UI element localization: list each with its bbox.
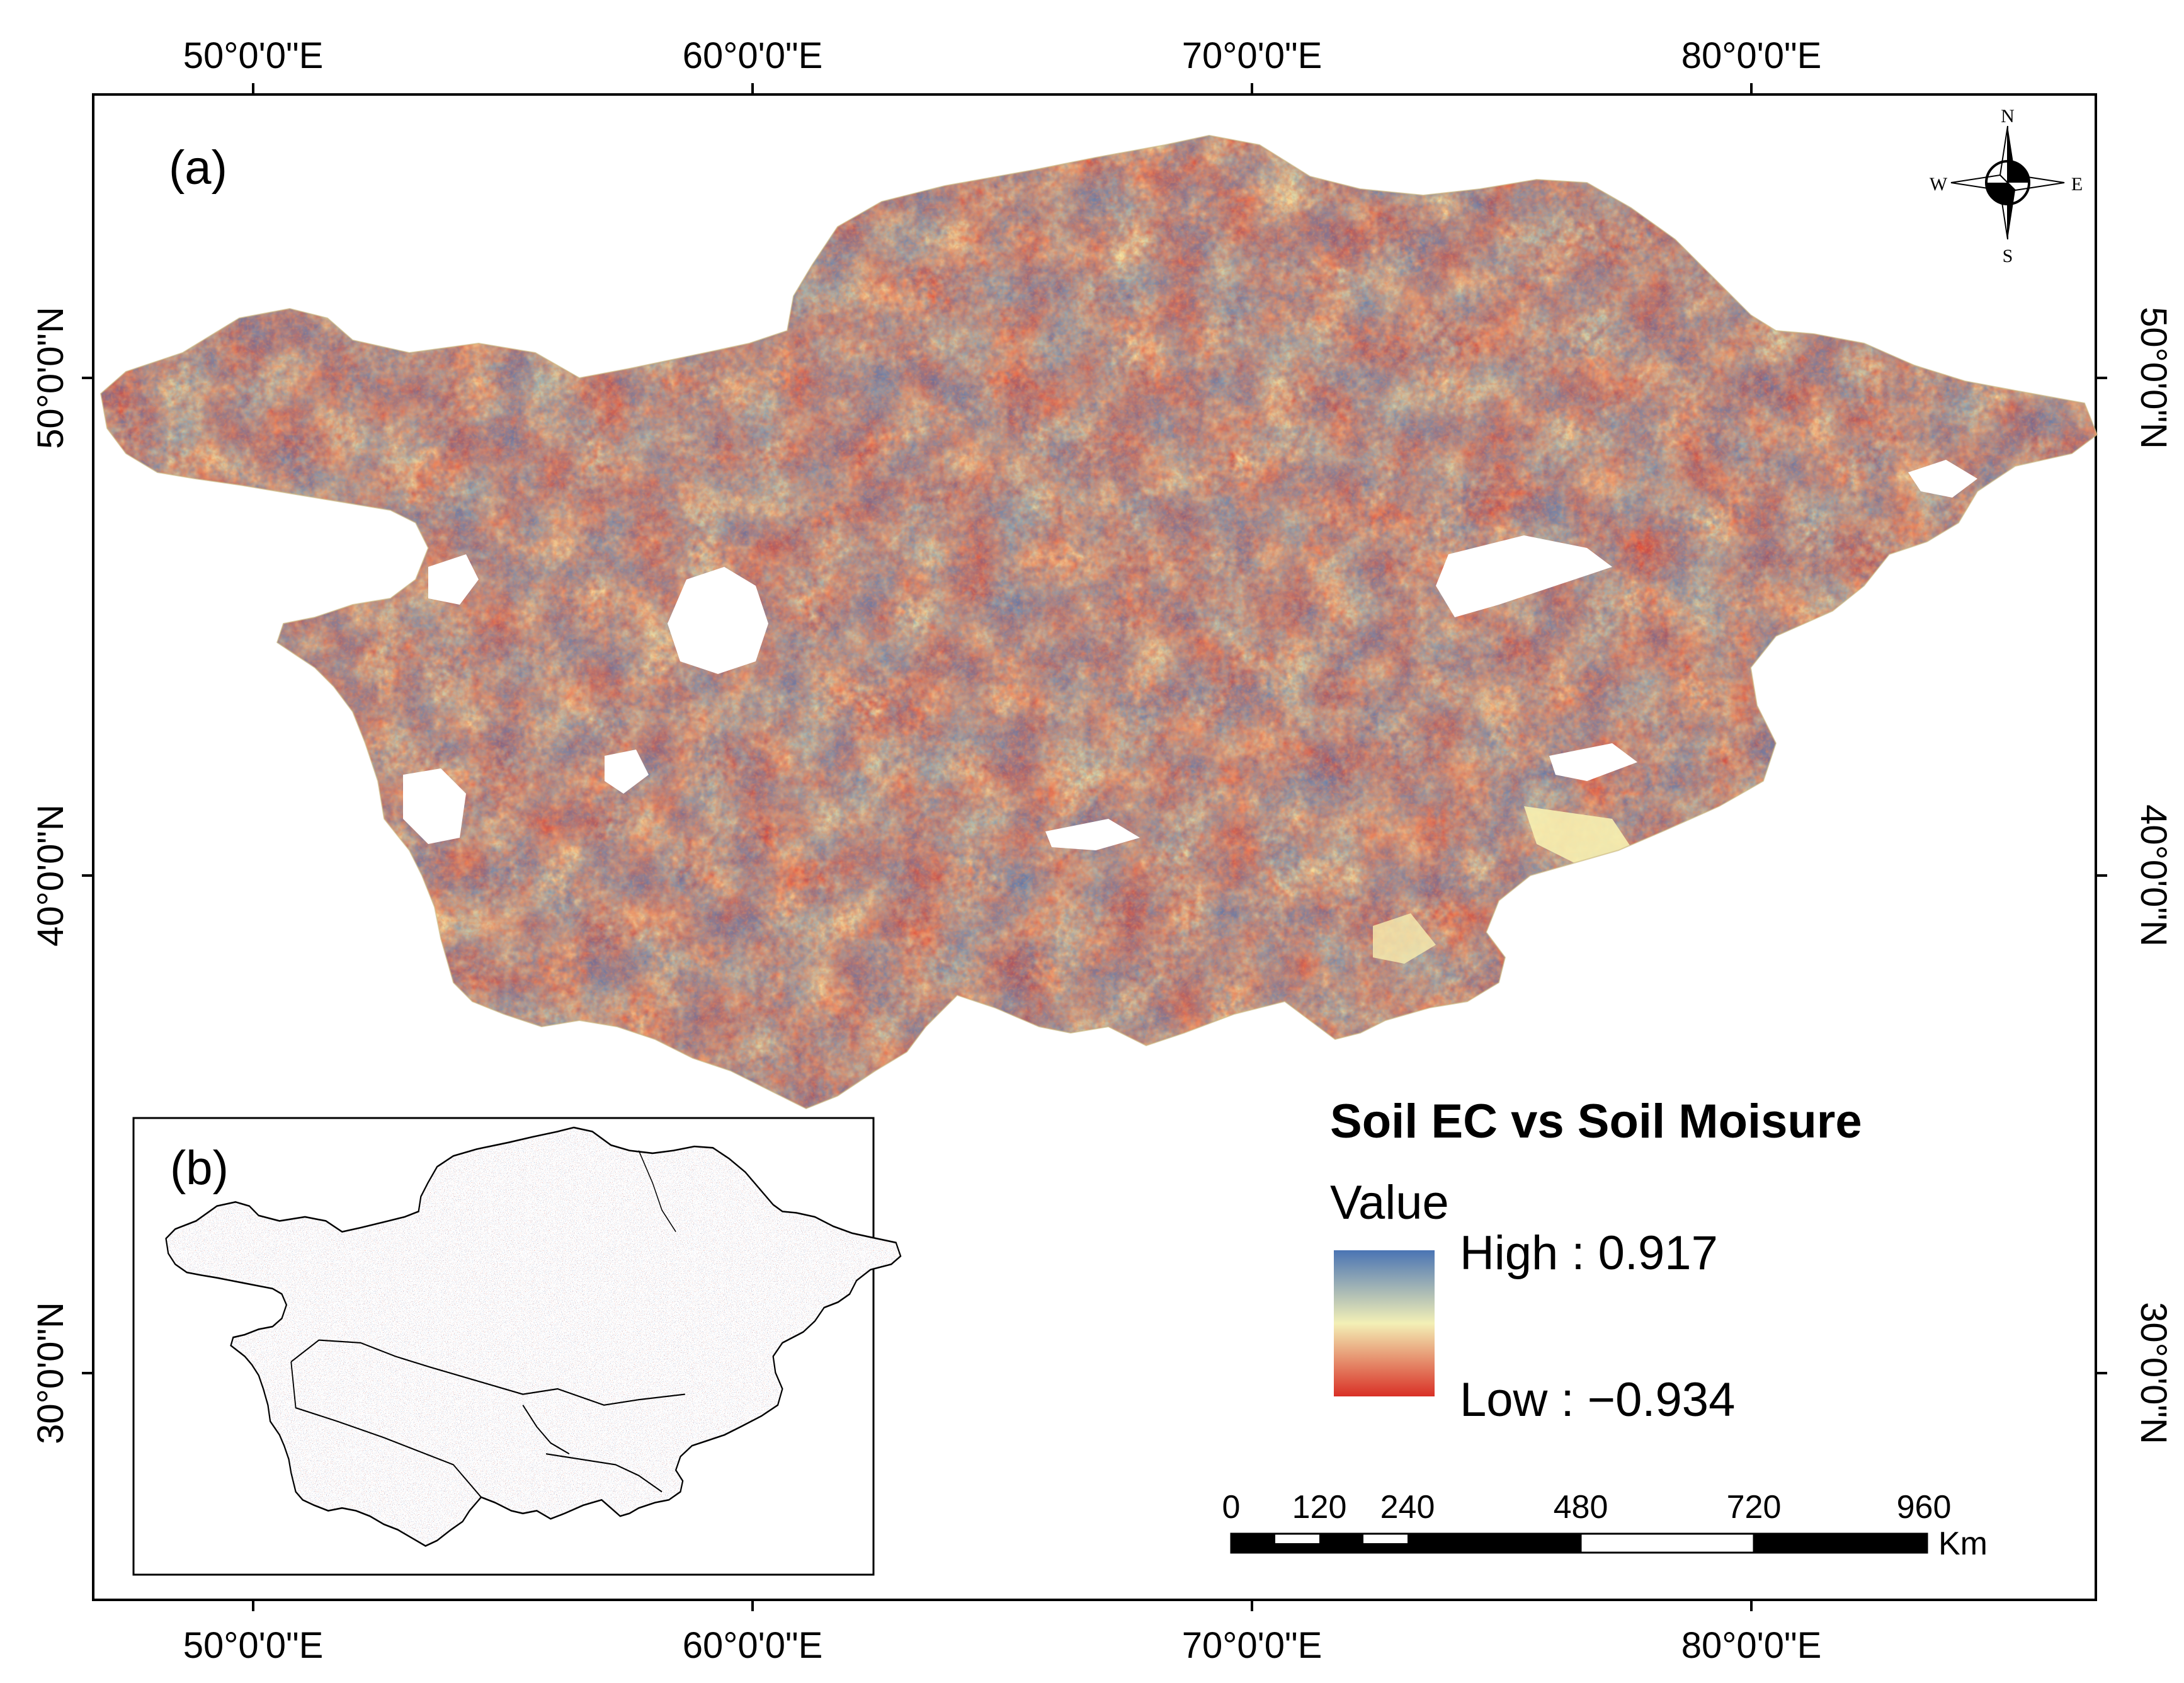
lat-label-left-40: 40°0'0"N	[30, 804, 71, 947]
legend-color-ramp	[1334, 1250, 1435, 1396]
no-data-areas	[403, 460, 1977, 850]
lon-label-bottom-70: 70°0'0"E	[1182, 1625, 1322, 1666]
scale-unit: Km	[1938, 1526, 1988, 1562]
compass-rose-icon: N S E W	[1930, 106, 2083, 266]
lat-label-left-50: 50°0'0"N	[30, 307, 71, 449]
graticule-ticks	[82, 83, 2107, 1611]
inset-map-b: (b)	[132, 1117, 902, 1576]
legend: Soil EC vs Soil Moisure Value High : 0.9…	[1330, 1095, 1862, 1427]
latitude-labels-right: 50°0'0"N 40°0'0"N 30°0'0"N	[2133, 307, 2174, 1444]
panel-a-label: (a)	[169, 141, 227, 195]
longitude-labels-bottom: 50°0'0"E 60°0'0"E 70°0'0"E 80°0'0"E	[183, 1625, 1822, 1666]
scale-label-0: 0	[1222, 1489, 1241, 1526]
lon-label-top-60: 60°0'0"E	[683, 35, 823, 76]
correlation-raster	[101, 135, 2097, 1109]
map-frame	[92, 93, 2097, 1601]
legend-title: Soil EC vs Soil Moisure	[1330, 1095, 1862, 1148]
legend-high-label: High : 0.917	[1460, 1226, 1718, 1280]
lon-label-top-50: 50°0'0"E	[183, 35, 324, 76]
compass-east: E	[2071, 174, 2083, 195]
lon-label-top-70: 70°0'0"E	[1182, 35, 1322, 76]
pale-region	[1524, 806, 1637, 863]
lon-label-bottom-80: 80°0'0"E	[1681, 1625, 1822, 1666]
lat-label-left-30: 30°0'0"N	[30, 1302, 71, 1444]
lat-label-right-40: 40°0'0"N	[2133, 804, 2174, 947]
scale-label-720: 720	[1727, 1489, 1782, 1526]
compass-west: W	[1930, 174, 1948, 195]
legend-low-label: Low : −0.934	[1460, 1373, 1735, 1427]
lat-label-right-30: 30°0'0"N	[2133, 1302, 2174, 1444]
latitude-labels-left: 50°0'0"N 40°0'0"N 30°0'0"N	[30, 307, 71, 1444]
scale-label-120: 120	[1292, 1489, 1347, 1526]
lon-label-bottom-50: 50°0'0"E	[183, 1625, 324, 1666]
scale-label-960: 960	[1897, 1489, 1952, 1526]
compass-south: S	[2003, 246, 2013, 266]
panel-b-label: (b)	[170, 1141, 229, 1195]
compass-north: N	[2001, 106, 2015, 127]
lat-label-right-50: 50°0'0"N	[2133, 307, 2174, 449]
scale-label-480: 480	[1554, 1489, 1608, 1526]
lon-label-top-80: 80°0'0"E	[1681, 35, 1822, 76]
scale-bar: 0 120 240 480 720 960 Km	[1222, 1489, 1988, 1562]
lon-label-bottom-60: 60°0'0"E	[683, 1625, 823, 1666]
legend-subtitle: Value	[1330, 1176, 1449, 1229]
scale-label-240: 240	[1380, 1489, 1435, 1526]
longitude-labels-top: 50°0'0"E 60°0'0"E 70°0'0"E 80°0'0"E	[183, 35, 1822, 76]
